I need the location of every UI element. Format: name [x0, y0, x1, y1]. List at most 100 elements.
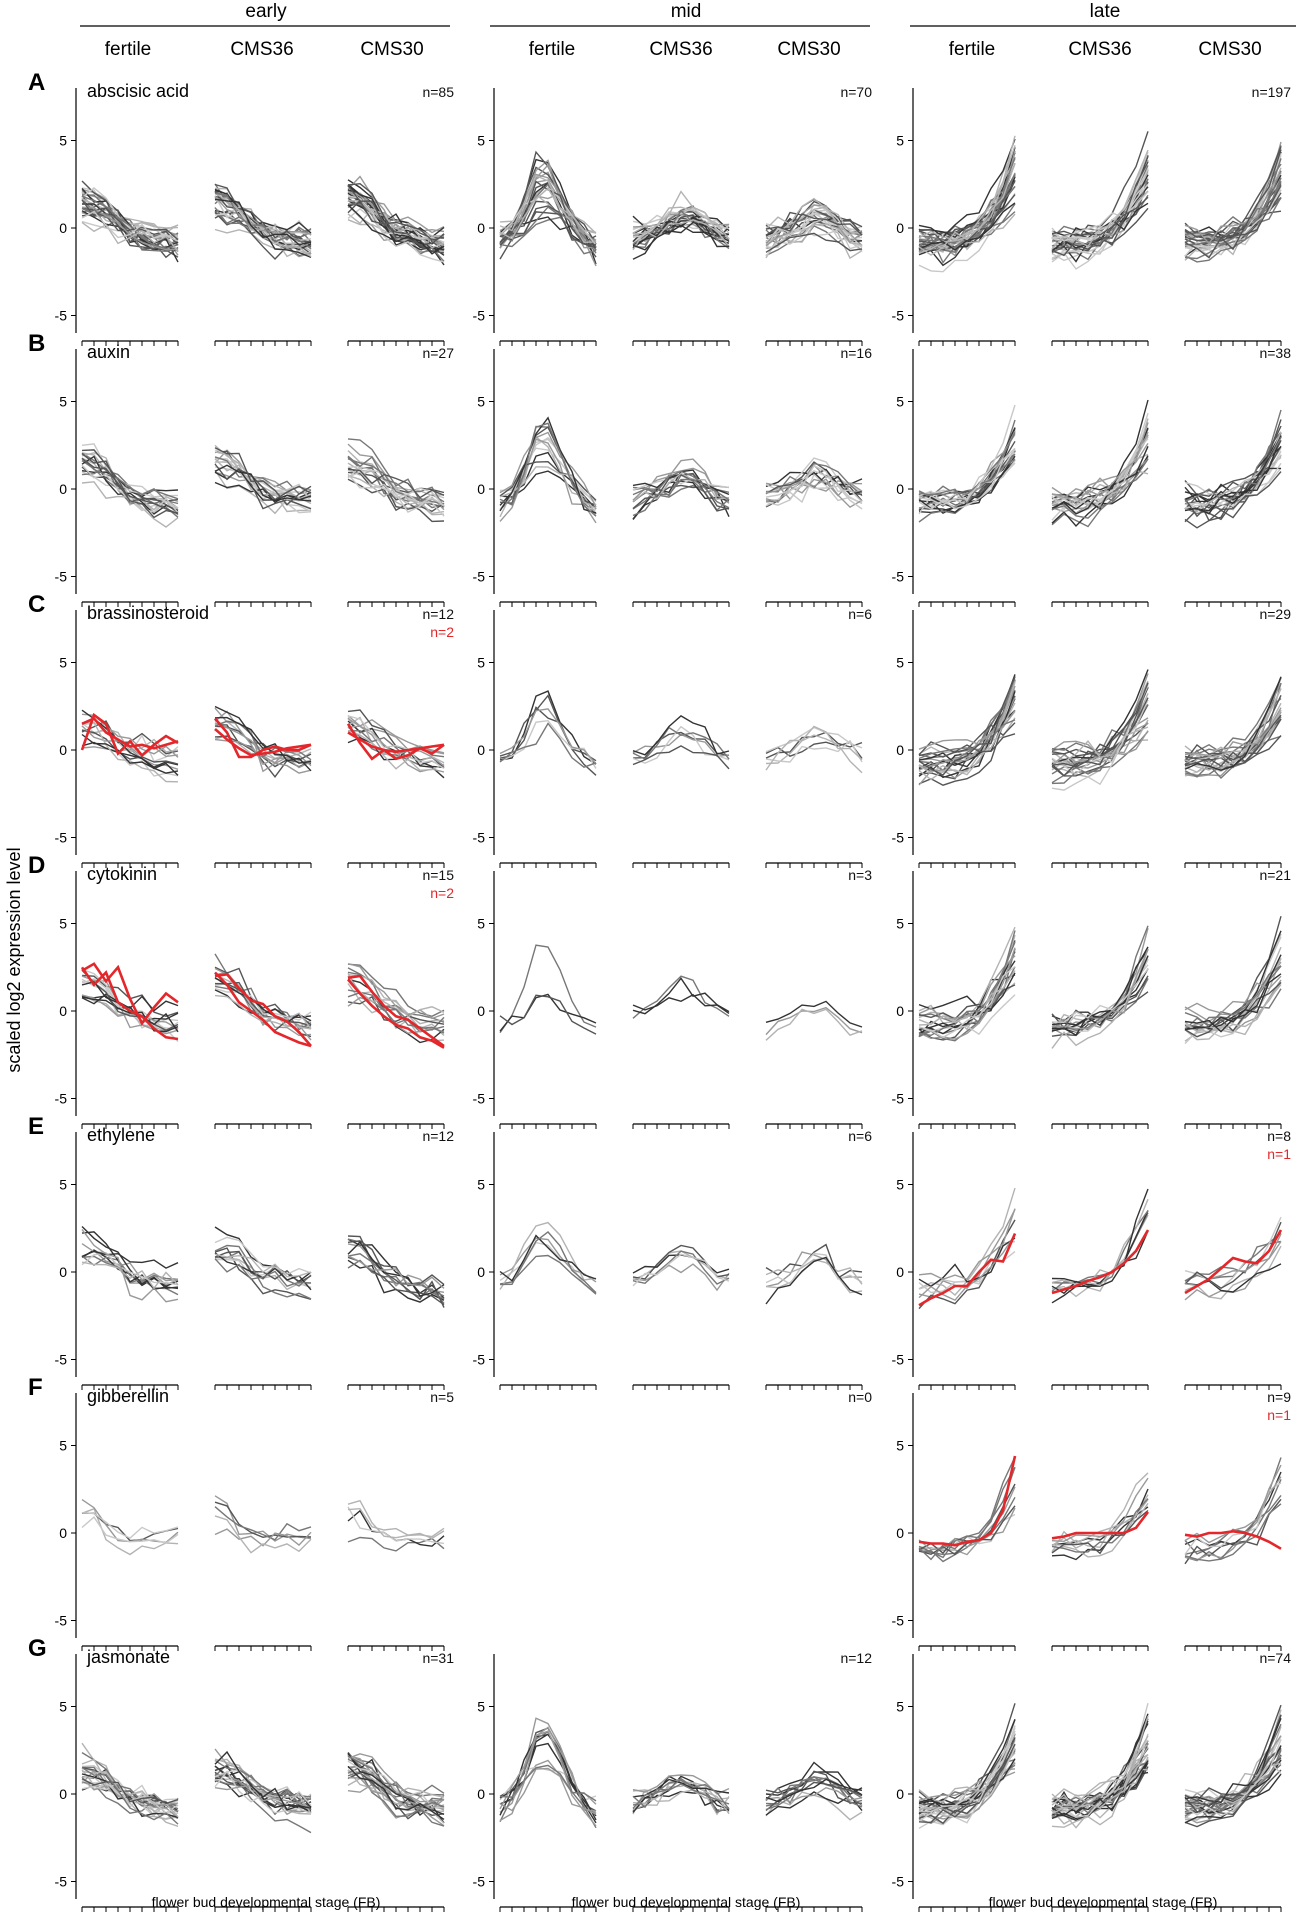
- panel-letter: D: [28, 852, 45, 879]
- gene-trajectory: [765, 478, 863, 508]
- subpanel-mid-cms36: 456789101112: [632, 1774, 730, 1912]
- gene-count: n=70: [840, 84, 872, 100]
- gene-trajectory: [81, 1770, 179, 1818]
- column-headers: fertile CMS36 CMS30 fertile CMS36 CMS30 …: [105, 39, 1262, 60]
- y-tick-label: 0: [477, 1003, 485, 1019]
- gene-trajectory: [214, 1236, 312, 1276]
- y-tick-label: -5: [473, 1874, 486, 1890]
- gene-trajectory: [1184, 688, 1282, 770]
- col-mid-cms30: CMS30: [777, 39, 840, 60]
- gene-trajectory: [81, 458, 179, 519]
- subpanel-early-fertile: [81, 1499, 179, 1651]
- col-mid-cms36: CMS36: [649, 39, 712, 60]
- gene-trajectory: [918, 702, 1016, 774]
- gene-trajectory: [81, 1778, 179, 1805]
- gene-count: n=0: [848, 1389, 872, 1405]
- subpanel-early-fertile: 456789101112: [81, 1742, 179, 1912]
- gene-trajectory: [1184, 984, 1282, 1033]
- gene-trajectory: [499, 708, 597, 765]
- gene-trajectory: [499, 1764, 597, 1802]
- subpanel-early-fertile: [80, 962, 179, 1129]
- y-tick-label: -5: [892, 1352, 905, 1368]
- gene-trajectory: [81, 207, 179, 253]
- y-tick-label: 0: [896, 1525, 904, 1541]
- gene-trajectory: [347, 199, 445, 241]
- gene-trajectory: [1051, 730, 1149, 766]
- subpanel-early-cms36: 456789101112: [214, 1748, 312, 1912]
- y-tick-label: 5: [896, 655, 904, 671]
- gene-trajectory: [347, 978, 445, 1044]
- gene-trajectory: [632, 470, 730, 501]
- y-tick-label: -5: [892, 569, 905, 585]
- gene-trajectory: [1051, 1720, 1149, 1820]
- gene-trajectory: [1051, 1210, 1149, 1284]
- gene-trajectory: [918, 138, 1016, 238]
- subpanel-late-cms30: [1184, 1216, 1283, 1390]
- y-tick-label: 5: [59, 1177, 67, 1193]
- gene-count: n=74: [1259, 1650, 1291, 1666]
- gene-trajectory: [347, 1255, 445, 1289]
- gene-trajectory: [214, 1759, 312, 1798]
- gene-trajectory: [81, 1261, 179, 1290]
- gene-trajectory: [81, 996, 179, 1033]
- subpanel-late-fertile: 456789101112: [918, 1703, 1016, 1912]
- gene-trajectory: [918, 1251, 1016, 1290]
- subpanel-mid-fertile: 456789101112: [499, 1717, 597, 1912]
- y-tick-label: 5: [477, 655, 485, 671]
- gene-trajectory: [499, 216, 597, 254]
- subpanel-mid-cms36: [632, 1244, 730, 1390]
- y-tick-label: 5: [896, 1699, 904, 1715]
- gene-trajectory: [918, 135, 1016, 254]
- highlighted-gene-trajectory: [918, 1455, 1017, 1547]
- gene-trajectory: [765, 1778, 863, 1803]
- gene-count: n=8: [1267, 1128, 1291, 1144]
- gene-trajectory: [918, 1237, 1016, 1288]
- gene-trajectory: [765, 1791, 863, 1821]
- panel-letter: B: [28, 330, 45, 357]
- gene-trajectory: [1051, 202, 1149, 252]
- gene-trajectory: [214, 456, 312, 495]
- gene-trajectory: [918, 440, 1016, 507]
- gene-trajectory: [918, 1208, 1016, 1281]
- gene-trajectory: [499, 431, 597, 508]
- gene-trajectory: [499, 1730, 597, 1829]
- subpanel-late-cms30: [1184, 916, 1282, 1129]
- gene-trajectory: [1051, 686, 1149, 755]
- gene-trajectory: [1051, 161, 1149, 257]
- gene-trajectory: [918, 163, 1016, 241]
- gene-trajectory: [214, 192, 312, 250]
- gene-trajectory: [1051, 1744, 1149, 1801]
- gene-trajectory: [214, 1506, 312, 1541]
- subpanel-late-fertile: [918, 135, 1016, 346]
- gene-trajectory: [918, 1507, 1016, 1551]
- gene-count: n=31: [422, 1650, 454, 1666]
- gene-trajectory: [1184, 1704, 1282, 1807]
- panel-letter: F: [28, 1374, 43, 1401]
- gene-trajectory: [81, 721, 179, 783]
- y-tick-label: 5: [896, 133, 904, 149]
- gene-trajectory: [1184, 462, 1282, 511]
- y-tick-label: 0: [59, 1264, 67, 1280]
- gene-trajectory: [347, 473, 445, 506]
- y-tick-label: 0: [59, 481, 67, 497]
- y-tick-label: -5: [473, 308, 486, 324]
- phase-label-early: early: [245, 1, 287, 22]
- subpanel-mid-cms36: [632, 190, 730, 346]
- gene-trajectory: [1184, 146, 1282, 242]
- gene-trajectory: [214, 198, 312, 246]
- gene-trajectory: [1051, 446, 1149, 511]
- y-tick-label: -5: [55, 1091, 68, 1107]
- subpanel-late-cms36: [1051, 669, 1149, 868]
- gene-trajectory: [347, 438, 445, 503]
- gene-trajectory: [765, 213, 863, 236]
- gene-trajectory: [81, 464, 179, 514]
- gene-trajectory: [1184, 961, 1282, 1023]
- subpanel-mid-fertile: [499, 416, 597, 607]
- gene-trajectory: [347, 182, 445, 246]
- gene-trajectory: [1184, 467, 1281, 504]
- gene-trajectory: [1051, 1210, 1149, 1304]
- gene-trajectory: [214, 1226, 312, 1283]
- y-tick-label: 0: [59, 1786, 67, 1802]
- gene-trajectory: [918, 681, 1016, 781]
- gene-trajectory: [214, 191, 312, 243]
